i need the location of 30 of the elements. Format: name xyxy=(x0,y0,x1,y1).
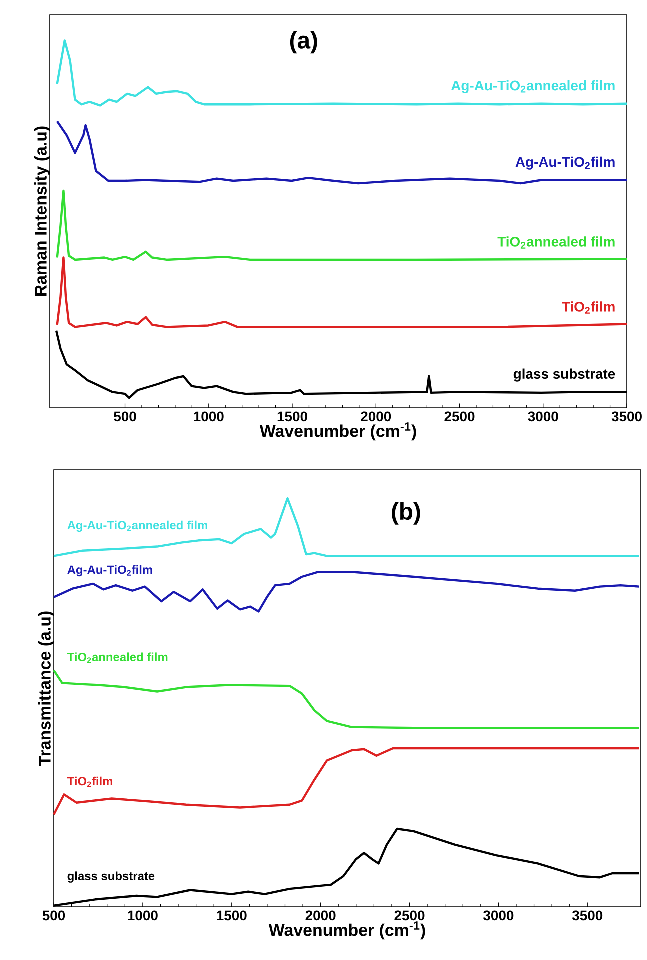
y-axis-title: Transmittance (a.u) xyxy=(38,612,54,766)
series-label: TiO$_{2}$film xyxy=(562,302,615,314)
series-label: Ag-Au-TiO$_{2}$annealed film xyxy=(68,520,208,532)
y-axis-title: Raman Intensity (a.u) xyxy=(34,126,50,296)
x-tick-label: 500 xyxy=(114,412,136,422)
series-label: glass substrate xyxy=(68,872,155,883)
series-label: Ag-Au-TiO$_{2}$annealed film xyxy=(451,80,615,94)
x-tick-label: 2000 xyxy=(361,412,392,422)
annotation: (b) xyxy=(392,502,420,525)
series-label: TiO$_{2}$film xyxy=(67,776,113,788)
x-tick-label: 1500 xyxy=(278,412,308,422)
series-label: Ag-Au-TiO$_{2}$film xyxy=(516,156,615,170)
x-tick-label: 3000 xyxy=(528,412,558,422)
x-tick-label: 3500 xyxy=(612,412,642,422)
x-tick-label: 2000 xyxy=(306,910,336,921)
x-tick-label: 1500 xyxy=(217,910,247,921)
x-tick-label: 500 xyxy=(42,910,66,921)
x-axis-title: Wavenumber (cm$^{-1}$) xyxy=(260,422,416,441)
x-tick-label: 2500 xyxy=(394,910,425,921)
series-label: glass substrate xyxy=(514,368,616,382)
x-tick-label: 3500 xyxy=(572,910,603,921)
x-axis-title: Wavenumber (cm$^{-1}$) xyxy=(268,922,426,940)
x-tick-label: 2500 xyxy=(444,412,475,422)
x-tick-label: 1000 xyxy=(194,412,224,422)
series-label: Ag-Au-TiO$_{2}$film xyxy=(68,565,152,577)
series-label: TiO$_{2}$annealed film xyxy=(498,236,615,249)
x-tick-label: 1000 xyxy=(128,910,158,921)
x-tick-label: 3000 xyxy=(483,910,514,921)
series-label: TiO$_{2}$annealed film xyxy=(67,652,168,664)
annotation: (a) xyxy=(290,31,318,54)
